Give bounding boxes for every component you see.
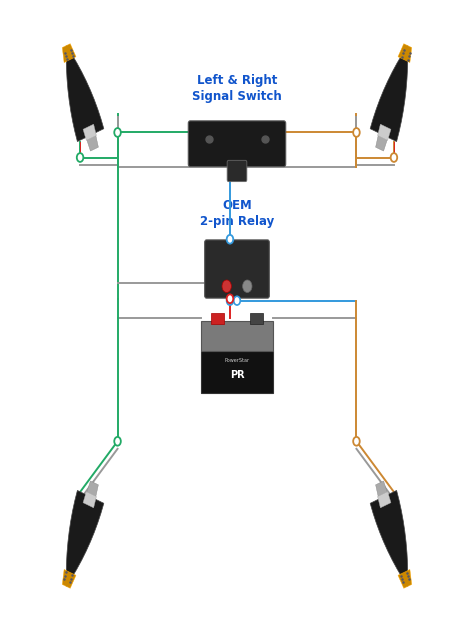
Polygon shape: [86, 481, 99, 499]
Polygon shape: [370, 46, 408, 142]
Circle shape: [227, 235, 233, 244]
Polygon shape: [66, 46, 104, 142]
Circle shape: [353, 128, 360, 137]
Bar: [211, 313, 224, 324]
Polygon shape: [62, 569, 76, 588]
Polygon shape: [378, 124, 391, 140]
Circle shape: [77, 153, 83, 162]
FancyBboxPatch shape: [188, 121, 286, 167]
Polygon shape: [378, 492, 391, 508]
Circle shape: [234, 296, 240, 305]
Polygon shape: [66, 490, 104, 586]
Circle shape: [114, 128, 121, 137]
Polygon shape: [375, 133, 388, 151]
Text: PR: PR: [230, 370, 244, 380]
Circle shape: [353, 437, 360, 446]
Circle shape: [114, 437, 121, 446]
Text: OEM
2-pin Relay: OEM 2-pin Relay: [200, 199, 274, 228]
Polygon shape: [398, 44, 412, 63]
Text: Left & Right
Signal Switch: Left & Right Signal Switch: [192, 74, 282, 103]
Circle shape: [391, 153, 397, 162]
Polygon shape: [398, 569, 412, 588]
Polygon shape: [370, 490, 408, 586]
Polygon shape: [375, 481, 388, 499]
Polygon shape: [83, 492, 96, 508]
Circle shape: [227, 296, 233, 305]
Bar: [250, 313, 263, 324]
Text: PowerStar: PowerStar: [224, 358, 250, 363]
Circle shape: [243, 280, 252, 293]
Polygon shape: [83, 124, 96, 140]
FancyBboxPatch shape: [205, 240, 269, 298]
Polygon shape: [62, 44, 76, 63]
Bar: [201, 351, 273, 392]
Polygon shape: [86, 133, 99, 151]
Circle shape: [222, 280, 231, 293]
FancyBboxPatch shape: [227, 161, 247, 181]
Bar: [201, 320, 273, 351]
Circle shape: [227, 295, 233, 303]
